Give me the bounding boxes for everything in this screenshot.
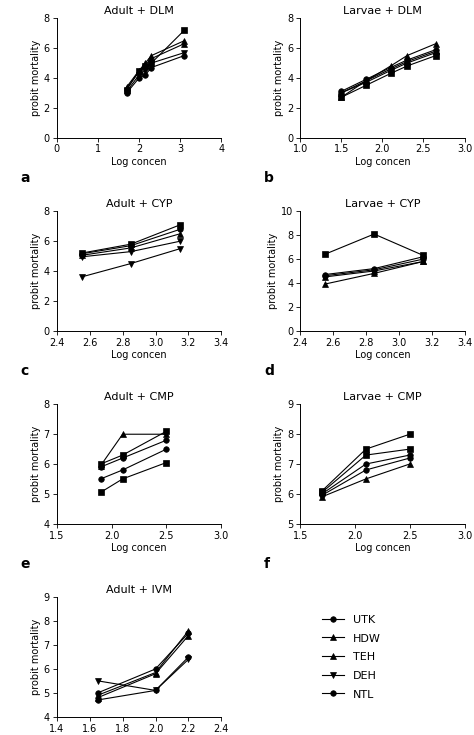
Title: Larvae + CMP: Larvae + CMP: [343, 392, 422, 402]
X-axis label: Log concen: Log concen: [355, 543, 410, 553]
Y-axis label: probit mortality: probit mortality: [31, 40, 41, 116]
Y-axis label: probit mortality: probit mortality: [268, 233, 278, 309]
Title: Larvae + CYP: Larvae + CYP: [345, 199, 420, 209]
Title: Adult + IVM: Adult + IVM: [106, 585, 172, 595]
Y-axis label: probit mortality: probit mortality: [31, 619, 41, 695]
Legend: UTK, HDW, TEH, DEH, NTL: UTK, HDW, TEH, DEH, NTL: [322, 614, 381, 700]
Text: c: c: [21, 364, 29, 378]
Y-axis label: probit mortality: probit mortality: [274, 426, 284, 502]
Y-axis label: probit mortality: probit mortality: [31, 233, 41, 309]
Text: f: f: [264, 557, 270, 571]
X-axis label: Log concen: Log concen: [111, 157, 167, 168]
X-axis label: Log concen: Log concen: [355, 157, 410, 168]
Text: a: a: [21, 171, 30, 185]
Title: Adult + DLM: Adult + DLM: [104, 6, 174, 16]
Title: Larvae + DLM: Larvae + DLM: [343, 6, 422, 16]
Text: b: b: [264, 171, 274, 185]
Y-axis label: probit mortality: probit mortality: [274, 40, 284, 116]
Text: d: d: [264, 364, 274, 378]
Title: Adult + CMP: Adult + CMP: [104, 392, 174, 402]
Y-axis label: probit mortality: probit mortality: [31, 426, 41, 502]
X-axis label: Log concen: Log concen: [355, 351, 410, 360]
Text: e: e: [21, 557, 30, 571]
Title: Adult + CYP: Adult + CYP: [106, 199, 173, 209]
X-axis label: Log concen: Log concen: [111, 351, 167, 360]
X-axis label: Log concen: Log concen: [111, 543, 167, 553]
